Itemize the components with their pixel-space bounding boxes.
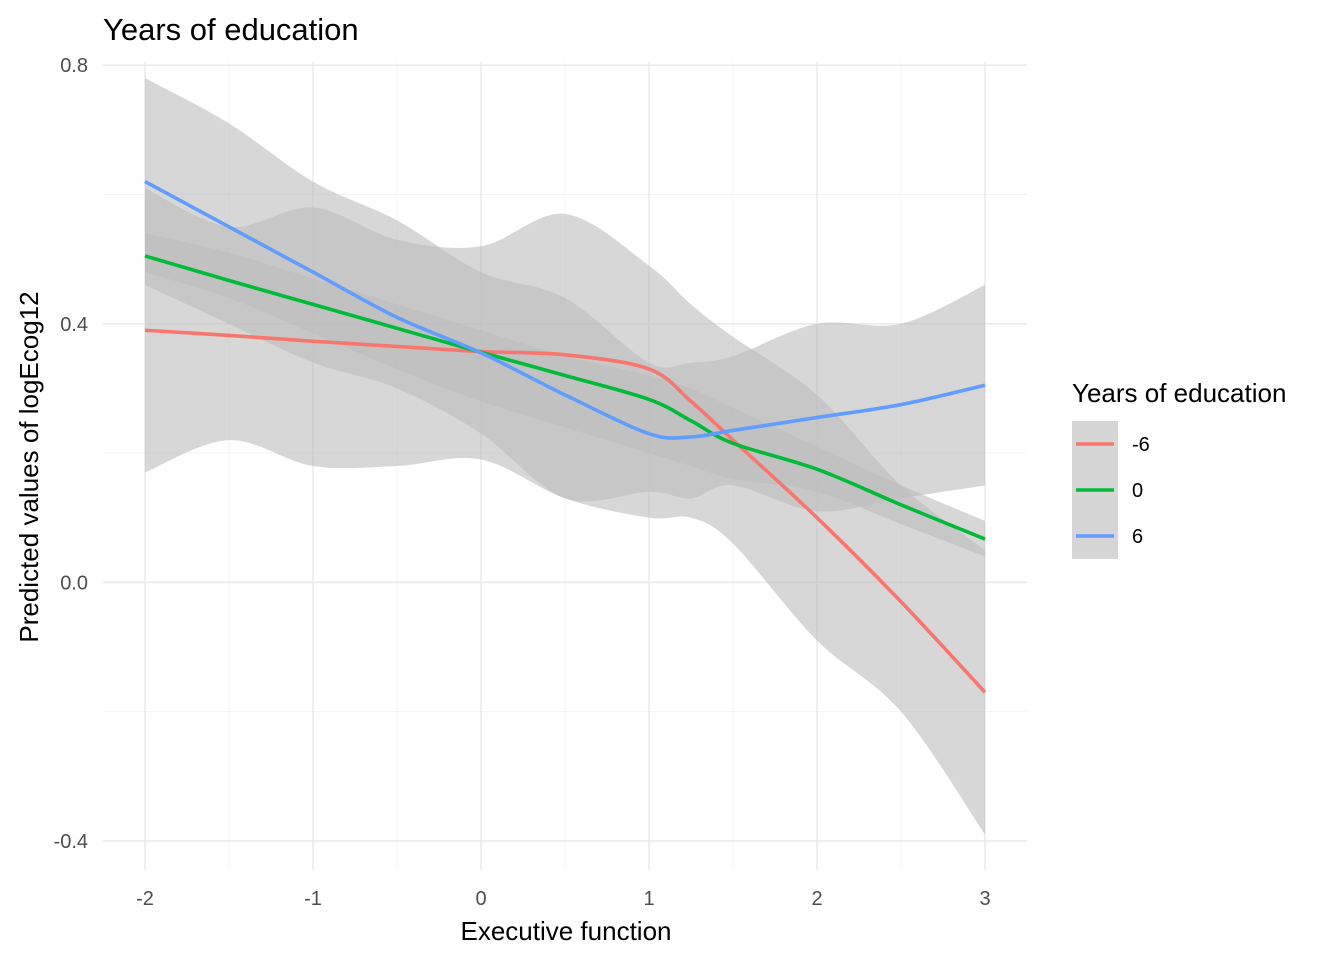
x-tick-label: 1 <box>643 888 654 910</box>
x-tick-label: 3 <box>979 888 990 910</box>
series-line--6 <box>144 328 987 694</box>
y-axis-title: Predicted values of logEcog12 <box>14 291 44 642</box>
series-line-0 <box>144 254 986 541</box>
legend-label-6: 6 <box>1132 526 1143 548</box>
x-tick-label: -2 <box>136 888 154 910</box>
x-axis-ticks: -2 -1 0 1 2 3 <box>136 888 990 910</box>
y-tick-label: -0.4 <box>54 831 88 853</box>
legend-label--6: -6 <box>1132 434 1150 456</box>
y-axis-ticks: -0.4 0.0 0.4 0.8 <box>54 55 88 853</box>
legend-title: Years of education <box>1072 378 1286 408</box>
x-tick-label: 2 <box>811 888 822 910</box>
y-tick-label: 0.4 <box>60 314 88 336</box>
legend: Years of education -6 0 6 <box>1072 378 1286 559</box>
series-lines <box>144 179 987 694</box>
chart-title: Years of education <box>103 12 359 47</box>
legend-label-0: 0 <box>1132 480 1143 502</box>
y-tick-label: 0.8 <box>60 55 88 77</box>
x-tick-label: -1 <box>304 888 322 910</box>
confidence-ribbon-6 <box>145 78 985 512</box>
x-axis-title: Executive function <box>460 916 671 946</box>
series-line-6 <box>144 179 986 440</box>
x-tick-label: 0 <box>475 888 486 910</box>
y-tick-label: 0.0 <box>60 572 88 594</box>
